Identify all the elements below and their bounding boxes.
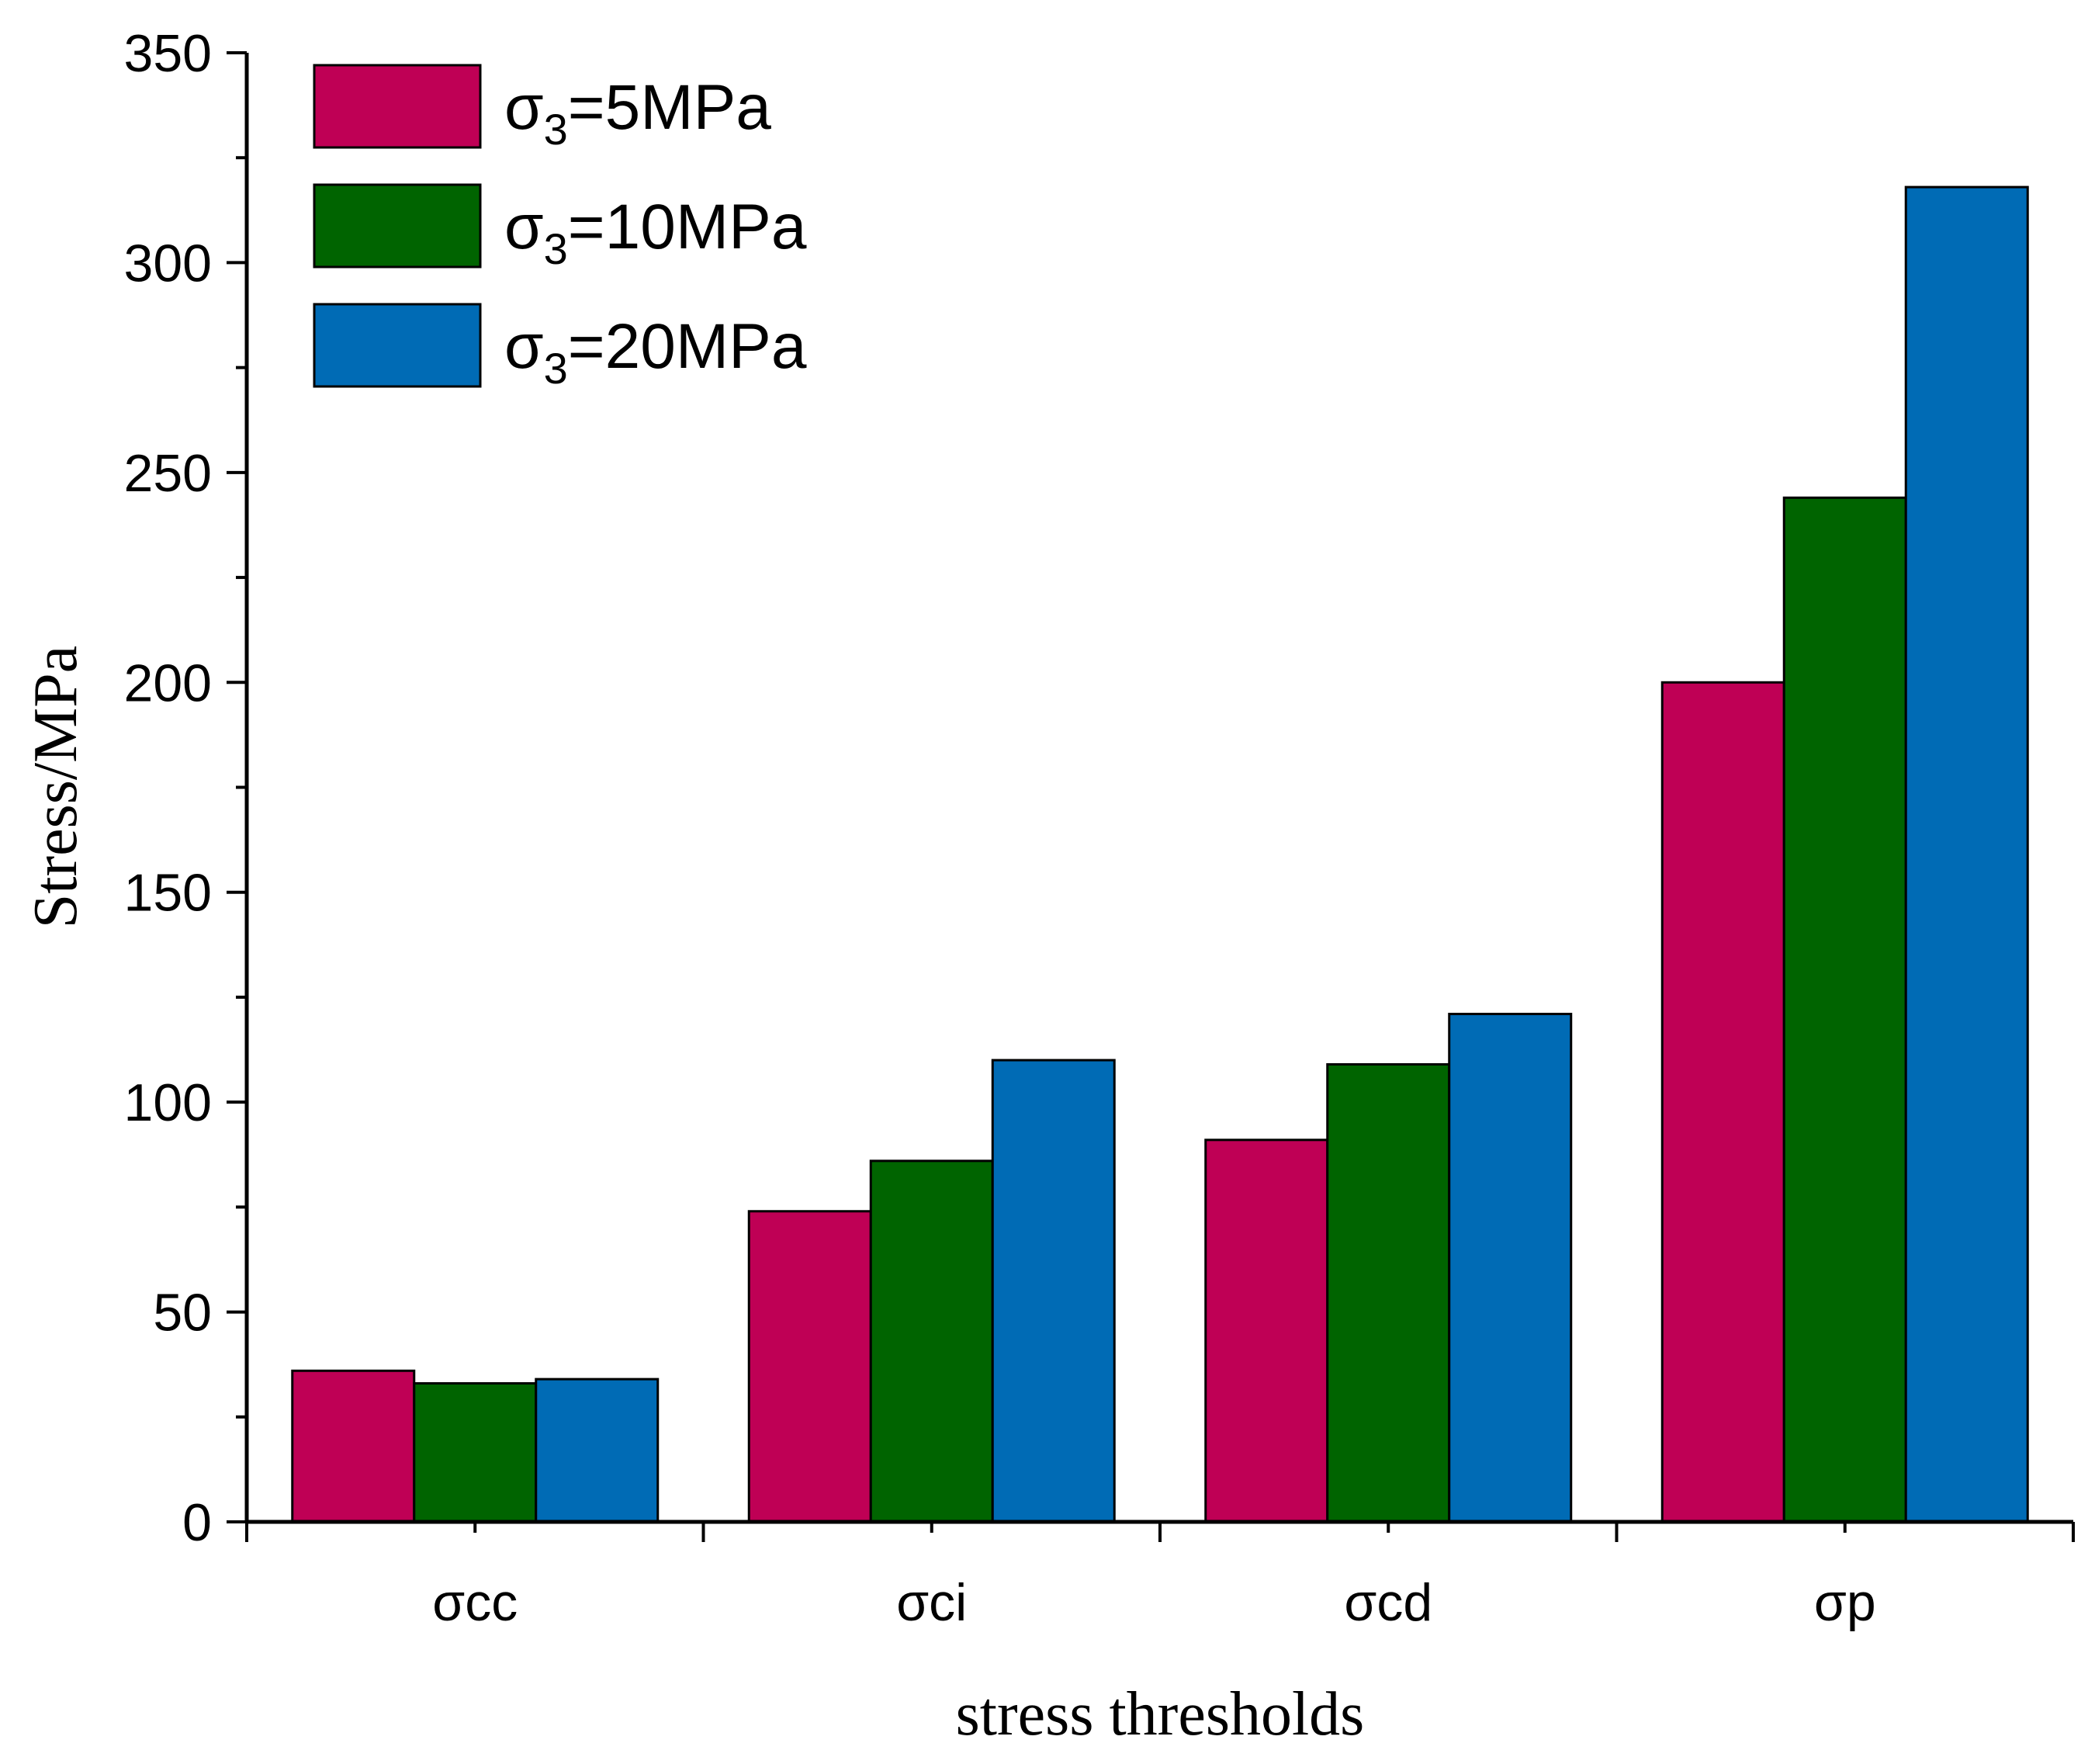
bar-1-1: [291, 1369, 416, 1523]
bar-2-1: [413, 1382, 538, 1523]
y-axis-title: Stress/MPa: [22, 646, 90, 929]
bar-3-3: [1448, 1013, 1573, 1523]
bar-2-3: [1326, 1062, 1451, 1523]
y-tick-label: 200: [124, 653, 212, 712]
bar-3-4: [1904, 185, 2029, 1523]
y-ticks-group: 0 50 100 150 200 250 300 350: [124, 24, 247, 1552]
bar-3-1: [535, 1378, 660, 1523]
bar-2-4: [1782, 496, 1907, 1523]
x-tick-label: σp: [1814, 1573, 1876, 1632]
bar-3-2: [991, 1059, 1116, 1523]
legend-swatch: [313, 183, 482, 269]
x-tick-label: σcc: [432, 1573, 518, 1632]
bar-1-3: [1204, 1138, 1329, 1523]
x-tick-label: σci: [896, 1573, 967, 1632]
y-tick-label: 250: [124, 444, 212, 503]
x-axis-title: stress thresholds: [956, 1680, 1365, 1748]
x-ticks-group: σcc σci σcd σp: [245, 1522, 2075, 1632]
legend: σ3=5MPa σ3=10MPa σ3=20MPa: [313, 64, 807, 393]
bar-1-4: [1660, 681, 1785, 1523]
y-tick-label: 50: [153, 1284, 212, 1343]
y-tick-label: 150: [124, 864, 212, 923]
legend-label: σ3=10MPa: [504, 192, 807, 273]
y-tick-label: 350: [124, 24, 212, 83]
legend-label: σ3=20MPa: [504, 311, 807, 393]
legend-swatch: [313, 64, 482, 149]
legend-label: σ3=5MPa: [504, 72, 771, 154]
bars-group: [291, 185, 2029, 1523]
y-tick-label: 300: [124, 234, 212, 293]
bar-1-2: [747, 1210, 872, 1523]
y-tick-label: 100: [124, 1073, 212, 1132]
x-tick-label: σcd: [1344, 1573, 1432, 1632]
bar-2-2: [869, 1159, 994, 1523]
y-tick-label: 0: [182, 1493, 212, 1552]
legend-swatch: [313, 303, 482, 388]
